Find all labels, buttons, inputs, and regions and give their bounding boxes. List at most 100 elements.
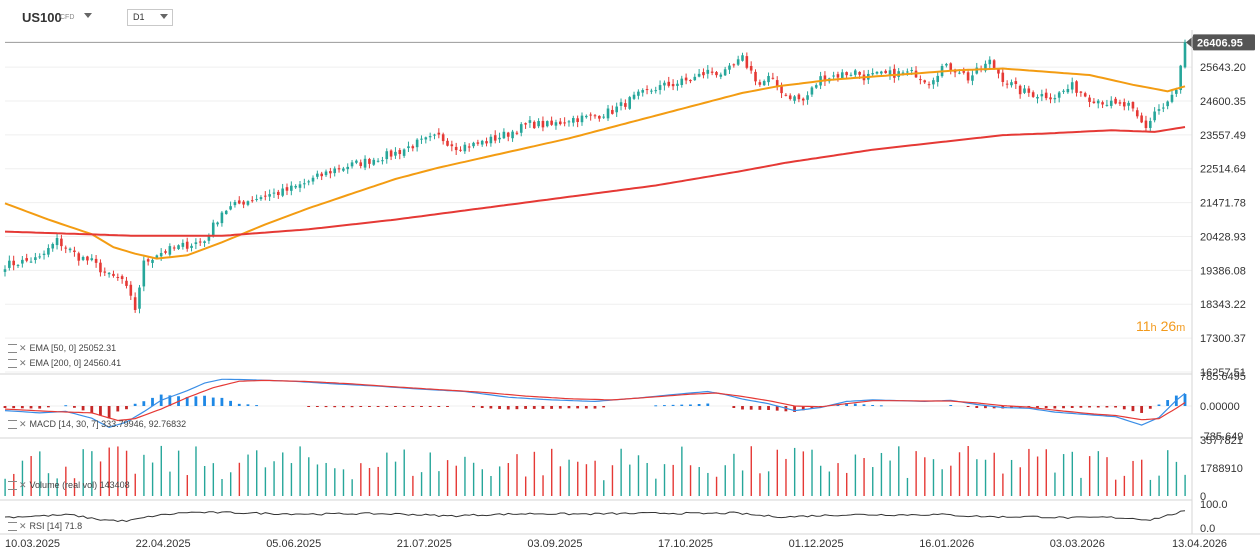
candle[interactable]	[433, 133, 436, 140]
candle[interactable]	[558, 118, 562, 126]
candle[interactable]	[823, 71, 827, 86]
candle[interactable]	[888, 66, 892, 80]
candle[interactable]	[797, 93, 801, 103]
candle[interactable]	[936, 71, 940, 87]
candle[interactable]	[381, 156, 384, 165]
candle[interactable]	[810, 86, 814, 97]
candle[interactable]	[424, 136, 428, 144]
candle[interactable]	[376, 158, 380, 163]
candle[interactable]	[480, 139, 484, 147]
candle[interactable]	[997, 68, 1000, 79]
candle[interactable]	[1179, 64, 1182, 94]
candle[interactable]	[515, 130, 519, 136]
candle[interactable]	[454, 142, 458, 155]
candle[interactable]	[233, 199, 237, 208]
candle[interactable]	[3, 265, 7, 277]
volume-pane[interactable]	[4, 445, 1186, 496]
candle[interactable]	[164, 249, 167, 255]
candle[interactable]	[29, 257, 33, 263]
candle[interactable]	[1096, 99, 1100, 109]
candle[interactable]	[715, 71, 718, 78]
candle[interactable]	[971, 70, 974, 86]
candle[interactable]	[437, 128, 441, 139]
candle[interactable]	[198, 238, 202, 246]
candle[interactable]	[116, 273, 120, 281]
legend-close-icon[interactable]: ✕	[19, 419, 27, 429]
candle[interactable]	[329, 167, 332, 179]
candle[interactable]	[398, 148, 402, 160]
candle[interactable]	[120, 274, 124, 284]
candle[interactable]	[21, 255, 24, 268]
candle[interactable]	[472, 141, 475, 149]
candle[interactable]	[90, 254, 94, 262]
macd-pane[interactable]	[3, 378, 1187, 429]
candle[interactable]	[988, 56, 992, 69]
legend-close-icon[interactable]: ✕	[19, 521, 27, 531]
candle[interactable]	[1105, 99, 1109, 107]
legend-settings-icon[interactable]	[8, 522, 17, 532]
candle[interactable]	[719, 72, 723, 80]
candle[interactable]	[658, 80, 662, 95]
candle[interactable]	[129, 281, 133, 301]
candle[interactable]	[298, 181, 302, 193]
candle[interactable]	[962, 67, 966, 75]
candle[interactable]	[945, 62, 948, 68]
candle[interactable]	[754, 69, 757, 86]
candle[interactable]	[394, 147, 397, 159]
candle[interactable]	[359, 159, 363, 169]
candle[interactable]	[211, 219, 215, 238]
candle[interactable]	[1092, 98, 1096, 104]
candle[interactable]	[637, 89, 640, 100]
candle[interactable]	[177, 244, 180, 250]
candle[interactable]	[337, 164, 341, 173]
candle[interactable]	[47, 244, 50, 258]
candle[interactable]	[246, 200, 250, 207]
candle[interactable]	[146, 257, 150, 266]
candle[interactable]	[1005, 80, 1009, 89]
candle[interactable]	[411, 144, 415, 152]
candle[interactable]	[237, 196, 241, 205]
candle[interactable]	[303, 178, 306, 189]
candle[interactable]	[1018, 84, 1022, 99]
candle[interactable]	[450, 140, 454, 152]
candle[interactable]	[242, 200, 245, 209]
candle[interactable]	[60, 234, 63, 251]
candle[interactable]	[793, 95, 796, 104]
candle[interactable]	[68, 247, 72, 253]
candle[interactable]	[840, 69, 844, 79]
candle[interactable]	[554, 119, 558, 130]
candle[interactable]	[446, 138, 449, 147]
candle[interactable]	[949, 62, 953, 75]
candle[interactable]	[1157, 104, 1161, 115]
candle[interactable]	[1148, 117, 1152, 132]
symbol-dropdown-chevron-icon[interactable]	[84, 13, 92, 18]
candle[interactable]	[758, 79, 762, 87]
candle[interactable]	[1170, 89, 1174, 104]
ema200-legend[interactable]: ✕ EMA [200, 0] 24560.41	[8, 358, 121, 369]
candle[interactable]	[749, 61, 753, 74]
candle[interactable]	[55, 233, 59, 250]
candle[interactable]	[277, 189, 280, 199]
candle[interactable]	[138, 284, 141, 314]
legend-settings-icon[interactable]	[8, 344, 17, 354]
legend-settings-icon[interactable]	[8, 359, 17, 369]
candle[interactable]	[745, 52, 749, 70]
candle[interactable]	[676, 80, 679, 91]
candle[interactable]	[51, 242, 55, 252]
candle[interactable]	[1057, 91, 1061, 103]
candle[interactable]	[767, 72, 770, 86]
legend-close-icon[interactable]: ✕	[19, 480, 27, 490]
candle[interactable]	[272, 188, 276, 198]
candle[interactable]	[762, 79, 766, 86]
candle[interactable]	[1014, 77, 1018, 89]
candle[interactable]	[190, 243, 193, 252]
candle[interactable]	[966, 70, 970, 84]
candle[interactable]	[142, 256, 146, 292]
candle[interactable]	[511, 129, 514, 142]
candle[interactable]	[407, 141, 410, 152]
candle[interactable]	[1144, 115, 1148, 133]
candle[interactable]	[259, 195, 263, 201]
candle[interactable]	[385, 148, 389, 164]
candle[interactable]	[706, 65, 710, 79]
candle[interactable]	[402, 148, 406, 158]
